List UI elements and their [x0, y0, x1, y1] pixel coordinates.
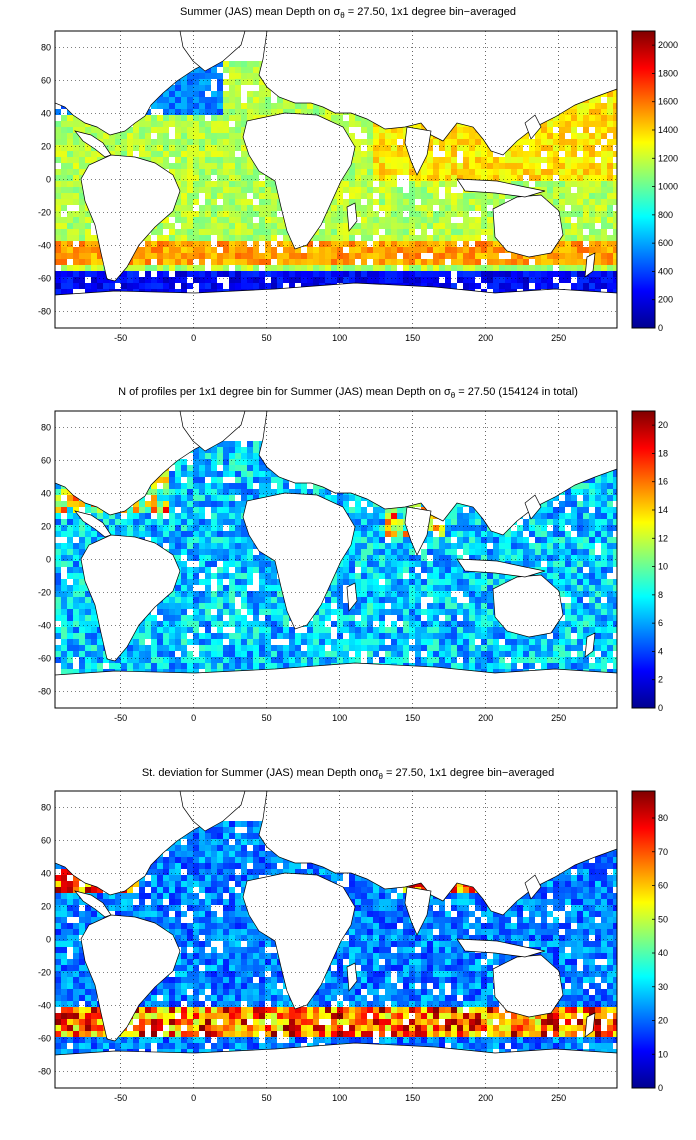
- y-tick-label: -60: [38, 274, 51, 284]
- y-tick-label: 60: [41, 456, 51, 466]
- y-tick-label: 40: [41, 109, 51, 119]
- x-tick-label: 0: [191, 333, 196, 343]
- colorbar-tick-label: 10: [658, 1049, 668, 1059]
- y-tick-label: 60: [41, 76, 51, 86]
- colorbar-tick-label: 1800: [658, 68, 678, 78]
- colorbar-tick-label: 600: [658, 238, 673, 248]
- colorbar-tick-label: 0: [658, 703, 663, 713]
- y-tick-label: 80: [41, 803, 51, 813]
- axes-frame: [54, 790, 618, 1089]
- y-tick-label: -20: [38, 588, 51, 598]
- x-tick-label: 100: [332, 713, 347, 723]
- colorbar-tick-label: 1200: [658, 153, 678, 163]
- colorbar-profile-count: [631, 410, 656, 709]
- y-tick-label: 60: [41, 836, 51, 846]
- y-tick-label: 40: [41, 489, 51, 499]
- y-tick-label: 20: [41, 902, 51, 912]
- colorbar-tick-label: 10: [658, 562, 668, 572]
- y-tick-label: 20: [41, 142, 51, 152]
- x-tick-label: 150: [405, 333, 420, 343]
- x-tick-label: 250: [551, 713, 566, 723]
- colorbar-tick-label: 1400: [658, 125, 678, 135]
- colorbar-tick-label: 20: [658, 1016, 668, 1026]
- x-tick-label: 150: [405, 713, 420, 723]
- y-tick-label: 80: [41, 43, 51, 53]
- colorbar-tick-label: 2: [658, 675, 663, 685]
- x-tick-label: 200: [478, 333, 493, 343]
- colorbar-tick-label: 8: [658, 590, 663, 600]
- x-tick-label: 50: [262, 713, 272, 723]
- panel-title-std-deviation: St. deviation for Summer (JAS) mean Dept…: [141, 767, 555, 782]
- x-tick-label: 200: [478, 713, 493, 723]
- panel-title-profile-count: N of profiles per 1x1 degree bin for Sum…: [118, 386, 578, 401]
- colorbar-tick-label: 800: [658, 210, 673, 220]
- map-panel-mean-depth: -50 0 50 100 150 200 250806040200-20-40-60-80 …: [38, 30, 678, 343]
- colorbar-tick-label: 400: [658, 266, 673, 276]
- y-tick-label: -40: [38, 241, 51, 251]
- colorbar-tick-label: 16: [658, 477, 668, 487]
- colorbar-tick-label: 12: [658, 533, 668, 543]
- y-tick-label: -20: [38, 208, 51, 218]
- colorbar-tick-label: 0: [658, 323, 663, 333]
- colorbar-tick-label: 18: [658, 448, 668, 458]
- colorbar-tick-label: 14: [658, 505, 668, 515]
- colorbar-tick-label: 4: [658, 646, 663, 656]
- x-tick-label: 250: [551, 1093, 566, 1103]
- y-tick-label: 0: [46, 555, 51, 565]
- colorbar-tick-label: 20: [658, 420, 668, 430]
- x-tick-label: 100: [332, 333, 347, 343]
- colorbar-tick-label: 80: [658, 813, 668, 823]
- colorbar-tick-label: 40: [658, 948, 668, 958]
- colorbar-tick-label: 200: [658, 295, 673, 305]
- map-panel-profile-count: -50 0 50 100 150 200 250806040200-20-40-60-80 …: [38, 410, 668, 723]
- x-tick-label: -50: [114, 1093, 127, 1103]
- x-tick-label: 0: [191, 713, 196, 723]
- y-tick-label: -80: [38, 687, 51, 697]
- colorbar-tick-label: 1000: [658, 182, 678, 192]
- y-tick-label: 0: [46, 175, 51, 185]
- y-tick-label: -40: [38, 1001, 51, 1011]
- colorbar-tick-label: 6: [658, 618, 663, 628]
- x-tick-label: 150: [405, 1093, 420, 1103]
- y-tick-label: -20: [38, 968, 51, 978]
- y-tick-label: 80: [41, 423, 51, 433]
- colorbar-tick-label: 2000: [658, 40, 678, 50]
- x-tick-label: -50: [114, 333, 127, 343]
- colorbar-tick-label: 60: [658, 881, 668, 891]
- y-tick-label: -40: [38, 621, 51, 631]
- y-tick-label: 40: [41, 869, 51, 879]
- x-tick-label: 0: [191, 1093, 196, 1103]
- colorbar-tick-label: 1600: [658, 97, 678, 107]
- y-tick-label: 0: [46, 935, 51, 945]
- map-panel-std-deviation: -50 0 50 100 150 200 250806040200-20-40-60-80 …: [38, 790, 668, 1103]
- x-tick-label: 100: [332, 1093, 347, 1103]
- colorbar-tick-label: 70: [658, 847, 668, 857]
- x-tick-label: 50: [262, 333, 272, 343]
- panel-title-mean-depth: Summer (JAS) mean Depth on σθ = 27.50, 1…: [180, 6, 516, 21]
- x-tick-label: -50: [114, 713, 127, 723]
- colorbar-std-deviation: [631, 790, 656, 1089]
- y-tick-label: 20: [41, 522, 51, 532]
- y-tick-label: -60: [38, 654, 51, 664]
- y-tick-label: -80: [38, 307, 51, 317]
- y-tick-label: -80: [38, 1067, 51, 1077]
- colorbar-tick-label: 50: [658, 914, 668, 924]
- x-tick-label: 50: [262, 1093, 272, 1103]
- colorbar-tick-label: 0: [658, 1083, 663, 1093]
- x-tick-label: 250: [551, 333, 566, 343]
- x-tick-label: 200: [478, 1093, 493, 1103]
- colorbar-tick-label: 30: [658, 982, 668, 992]
- axes-frame: [54, 30, 618, 329]
- y-tick-label: -60: [38, 1034, 51, 1044]
- colorbar-mean-depth: [631, 30, 656, 329]
- axes-frame: [54, 410, 618, 709]
